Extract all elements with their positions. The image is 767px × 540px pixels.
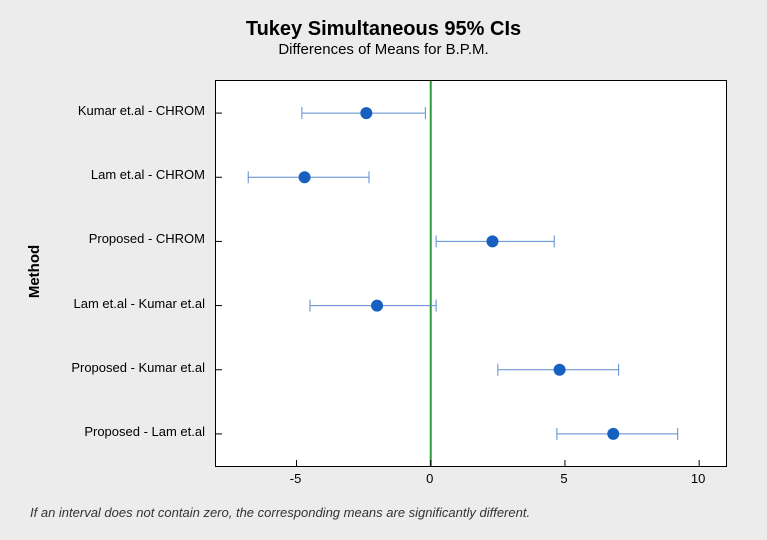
interval-marker bbox=[360, 107, 372, 119]
interval-4 bbox=[498, 364, 619, 376]
interval-marker bbox=[554, 364, 566, 376]
interval-marker bbox=[371, 300, 383, 312]
interval-marker bbox=[299, 171, 311, 183]
interval-5 bbox=[557, 428, 678, 440]
chart-subtitle: Differences of Means for B.P.M. bbox=[0, 41, 767, 58]
y-tick-label: Kumar et.al - CHROM bbox=[40, 103, 205, 118]
x-tick-label: 0 bbox=[400, 471, 460, 486]
x-tick-label: 10 bbox=[668, 471, 728, 486]
y-tick-label: Proposed - Lam et.al bbox=[40, 424, 205, 439]
y-tick-label: Lam et.al - Kumar et.al bbox=[40, 296, 205, 311]
interval-1 bbox=[248, 171, 369, 183]
interval-marker bbox=[607, 428, 619, 440]
interval-marker bbox=[486, 235, 498, 247]
x-tick-label: -5 bbox=[266, 471, 326, 486]
interval-2 bbox=[436, 235, 554, 247]
y-tick-label: Proposed - Kumar et.al bbox=[40, 360, 205, 375]
chart-caption: If an interval does not contain zero, th… bbox=[30, 505, 530, 520]
chart-title: Tukey Simultaneous 95% CIs bbox=[0, 18, 767, 41]
chart-container: Tukey Simultaneous 95% CIs Differences o… bbox=[0, 0, 767, 540]
plot-svg bbox=[216, 81, 726, 466]
x-tick-label: 5 bbox=[534, 471, 594, 486]
interval-3 bbox=[310, 300, 436, 312]
y-axis-title: Method bbox=[26, 244, 43, 297]
y-tick-label: Lam et.al - CHROM bbox=[40, 167, 205, 182]
interval-0 bbox=[302, 107, 425, 119]
titles-block: Tukey Simultaneous 95% CIs Differences o… bbox=[0, 18, 767, 58]
plot-area bbox=[215, 80, 727, 467]
y-tick-label: Proposed - CHROM bbox=[40, 231, 205, 246]
